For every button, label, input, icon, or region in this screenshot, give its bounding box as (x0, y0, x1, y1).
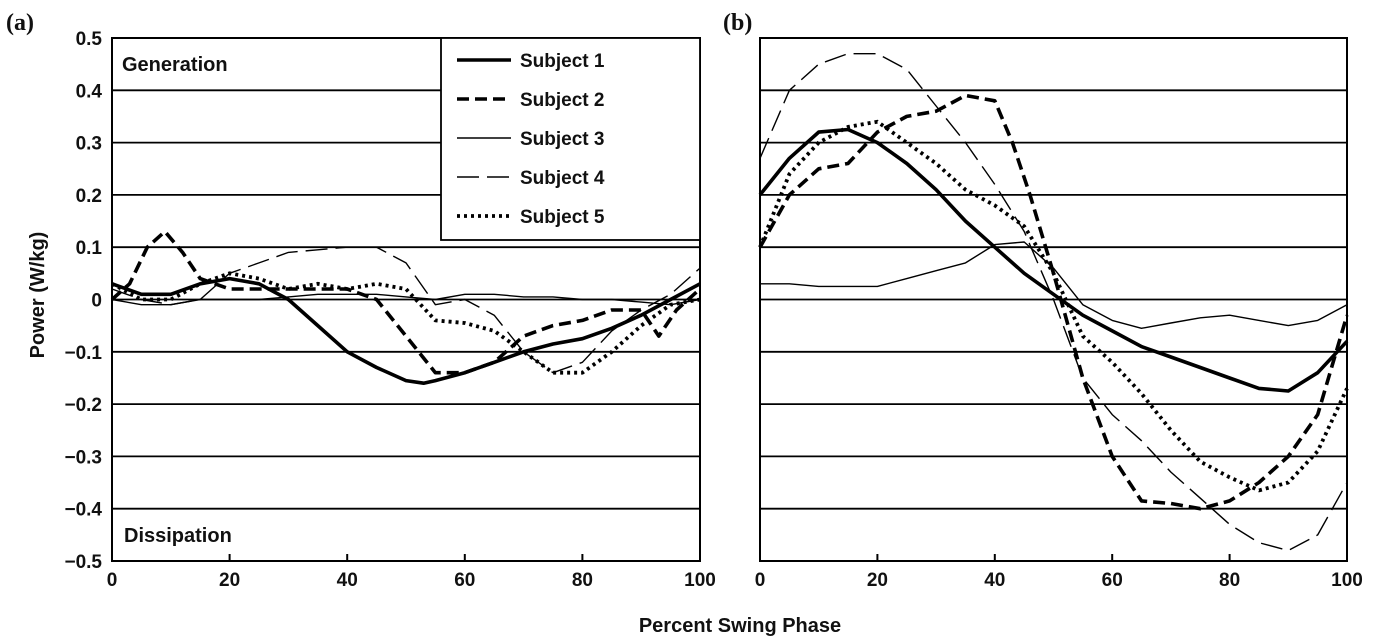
plot-frame (759, 37, 1348, 562)
y-tick-label: −0.3 (64, 447, 102, 468)
y-tick-label: −0.2 (64, 395, 102, 416)
series-line-subject-5 (758, 119, 1349, 493)
y-tick-label: 0 (91, 291, 102, 312)
series-line-subject-5 (111, 271, 701, 375)
x-tick-label: 100 (1331, 570, 1363, 591)
x-tick-label: 20 (219, 570, 240, 591)
series-line-subject-3 (111, 293, 701, 306)
x-tick-label: 60 (454, 570, 475, 591)
legend-label: Subject 1 (520, 51, 605, 72)
legend-label: Subject 5 (520, 207, 605, 228)
legend-label: Subject 2 (520, 90, 604, 111)
x-tick-label: 80 (1219, 570, 1240, 591)
x-tick-label: 40 (337, 570, 358, 591)
x-tick-label: 40 (984, 570, 1005, 591)
legend-label: Subject 4 (520, 168, 605, 189)
series-line-subject-2 (758, 93, 1349, 511)
x-tick-label: 100 (684, 570, 716, 591)
y-tick-label: 0.4 (76, 81, 103, 102)
panel-label: (b) (723, 10, 752, 36)
x-tick-label: 60 (1102, 570, 1123, 591)
annotation-generation: Generation (122, 54, 228, 76)
panel-b: (b) 0 20 40 60 80 100 (723, 10, 1363, 591)
x-axis-title: Percent Swing Phase (639, 615, 841, 637)
series-line-subject-3 (760, 241, 1348, 329)
y-tick-label: 0.5 (76, 29, 103, 50)
series-line-subject-4 (759, 53, 1348, 552)
y-axis-title: Power (W/kg) (27, 232, 49, 359)
series-line-subject-1 (111, 276, 701, 385)
x-tick-label: 20 (867, 570, 888, 591)
panel-label: (a) (6, 10, 34, 36)
y-tick-label: −0.1 (64, 343, 102, 364)
series-line-subject-1 (758, 127, 1349, 393)
x-tick-label: 0 (107, 570, 118, 591)
x-tick-label: 80 (572, 570, 593, 591)
y-tick-label: 0.2 (76, 186, 102, 207)
series-line-subject-2 (110, 229, 702, 375)
annotation-dissipation: Dissipation (124, 525, 232, 547)
y-tick-label: 0.1 (76, 238, 103, 259)
y-tick-label: −0.4 (64, 500, 102, 521)
y-tick-label: 0.3 (76, 134, 102, 155)
legend (440, 37, 701, 241)
panel-a: (a) 0 20 40 60 80 100 0.5 0.4 0.3 0.2 0.1 0 −0.1 −0.2 −… (6, 10, 716, 591)
x-tick-label: 0 (755, 570, 766, 591)
series-line-subject-4 (111, 246, 701, 374)
y-tick-label: −0.5 (64, 552, 102, 573)
legend-label: Subject 3 (520, 129, 604, 150)
